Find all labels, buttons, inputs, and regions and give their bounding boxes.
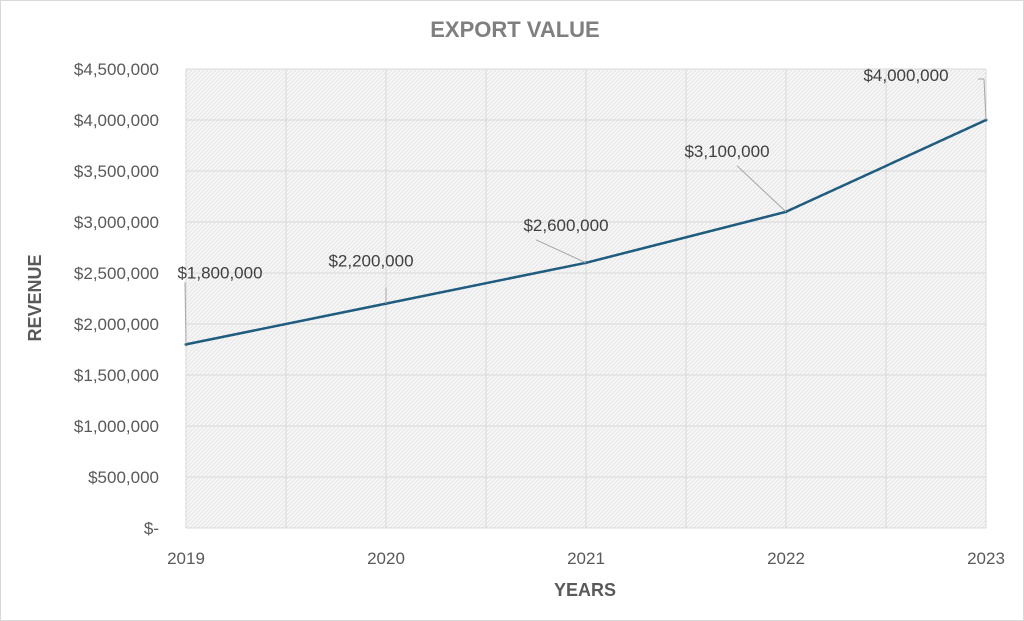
x-tick-label: 2019 bbox=[167, 549, 205, 568]
y-tick-label: $1,000,000 bbox=[74, 417, 159, 436]
y-tick-label: $2,500,000 bbox=[74, 264, 159, 283]
data-label-leader bbox=[535, 239, 587, 264]
y-tick-label: $500,000 bbox=[88, 468, 159, 487]
data-label-leader bbox=[983, 78, 987, 121]
data-label: $2,600,000 bbox=[523, 216, 608, 235]
y-tick-label: $3,500,000 bbox=[74, 162, 159, 181]
y-tick-label: $4,000,000 bbox=[74, 111, 159, 130]
data-label-layer: $1,800,000 $2,200,000 $2,600,000 $3,100,000… bbox=[177, 66, 987, 345]
x-axis-title: YEARS bbox=[554, 580, 616, 600]
y-axis-title: REVENUE bbox=[25, 254, 45, 341]
x-tick-label: 2023 bbox=[967, 549, 1005, 568]
data-label: $2,200,000 bbox=[328, 252, 413, 271]
y-tick-label: $- bbox=[144, 519, 159, 538]
y-tick-label: $1,500,000 bbox=[74, 366, 159, 385]
data-label: $3,100,000 bbox=[684, 142, 769, 161]
x-tick-label: 2022 bbox=[767, 549, 805, 568]
chart-title: EXPORT VALUE bbox=[430, 17, 600, 42]
x-tick-label: 2021 bbox=[567, 549, 605, 568]
y-tick-label: $3,000,000 bbox=[74, 213, 159, 232]
x-tick-label: 2020 bbox=[367, 549, 405, 568]
gridlines bbox=[185, 68, 987, 529]
data-label-leader bbox=[736, 165, 787, 213]
y-tick-label: $4,500,000 bbox=[74, 60, 159, 79]
y-tick-label: $2,000,000 bbox=[74, 315, 159, 334]
data-label: $4,000,000 bbox=[863, 66, 948, 85]
y-axis-tick-labels: $- $500,000 $1,000,000 $1,500,000 $2,000,000… bbox=[74, 60, 159, 538]
x-axis-tick-labels: 2019 2020 2021 2022 2023 bbox=[167, 549, 1005, 568]
data-label: $1,800,000 bbox=[177, 263, 262, 282]
data-label-leader bbox=[184, 282, 187, 345]
